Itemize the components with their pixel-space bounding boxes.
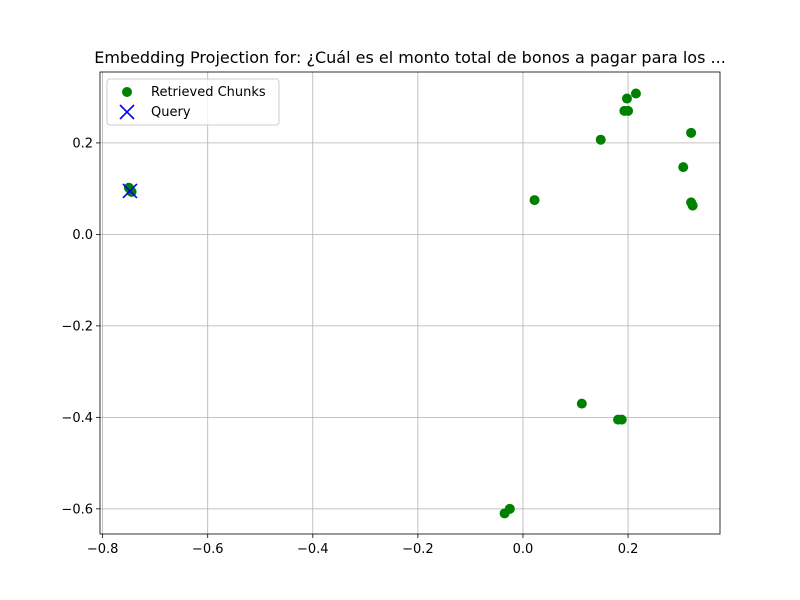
chart-title: Embedding Projection for: ¿Cuál es el mo… xyxy=(94,48,726,67)
point-retrieved-chunks xyxy=(616,414,627,425)
x-tick-label: −0.4 xyxy=(297,542,329,557)
y-tick-label: 0.0 xyxy=(72,228,93,243)
x-tick-label: 0.2 xyxy=(618,542,639,557)
legend-label-retrieved-chunks: Retrieved Chunks xyxy=(151,85,266,100)
point-retrieved-chunks xyxy=(678,162,689,173)
x-tick-label: −0.8 xyxy=(87,542,119,557)
legend-box xyxy=(106,78,280,126)
plot-area-frame xyxy=(99,71,721,535)
point-query xyxy=(122,183,138,199)
x-tick-label: −0.2 xyxy=(402,542,434,557)
x-tick-label: −0.6 xyxy=(192,542,224,557)
point-retrieved-chunks xyxy=(529,195,540,206)
point-retrieved-chunks xyxy=(687,200,698,211)
point-retrieved-chunks xyxy=(622,93,632,104)
scatter-points xyxy=(122,88,698,519)
point-retrieved-chunks xyxy=(630,88,641,99)
grid-lines xyxy=(100,72,720,534)
point-retrieved-chunks xyxy=(595,134,606,145)
legend-marker-query xyxy=(119,104,135,120)
point-retrieved-chunks xyxy=(576,398,587,409)
point-retrieved-chunks xyxy=(623,105,634,116)
point-retrieved-chunks xyxy=(686,127,697,138)
y-tick-label: 0.2 xyxy=(72,136,93,151)
legend-label-query: Query xyxy=(151,105,191,120)
axis-ticks: −0.8 −0.6 −0.4 −0.2 0.0 0.2 −0.6 −0.4 −0.2 0.0 0.2 xyxy=(61,136,638,557)
point-retrieved-chunks xyxy=(499,508,510,519)
legend-marker-retrieved-chunks xyxy=(122,87,132,97)
legend: Retrieved Chunks Query xyxy=(106,78,280,126)
x-tick-label: 0.0 xyxy=(513,542,534,557)
y-tick-label: −0.2 xyxy=(61,319,93,334)
y-tick-label: −0.6 xyxy=(61,502,93,517)
y-tick-label: −0.4 xyxy=(61,411,93,426)
